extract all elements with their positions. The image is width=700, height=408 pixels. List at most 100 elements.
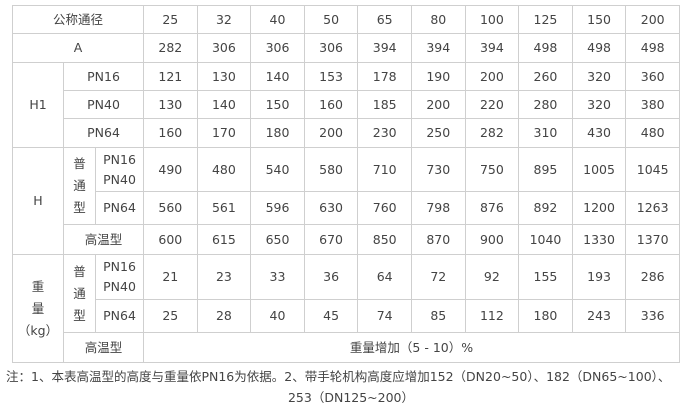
table-cell: 1005 <box>571 147 627 192</box>
row-label: 高温型 <box>62 332 145 363</box>
table-cell: 200 <box>410 90 466 119</box>
row-label: PN16 PN40 <box>94 147 145 192</box>
h1-row: PN64 160 170 180 200 230 250 282 310 430 480 <box>13 118 680 148</box>
label-char: （kg） <box>17 322 59 338</box>
table-cell: 150 <box>250 90 305 119</box>
table-cell: 130 <box>143 90 198 119</box>
table-cell: 850 <box>357 224 412 255</box>
header-row: 公称通径 25 32 40 50 65 80 100 125 150 200 <box>11 5 680 34</box>
table-cell: 1045 <box>625 147 680 192</box>
row-group-label: 重量 （kg） <box>12 254 64 363</box>
table-cell: 121 <box>143 62 198 91</box>
label-char: 型 <box>73 307 86 323</box>
table-cell: 185 <box>357 90 412 119</box>
note-line-2: 253（DN125~200） <box>287 390 415 405</box>
row-label: PN16 <box>62 62 145 91</box>
table-cell: 200 <box>303 118 359 148</box>
table-cell: 200 <box>625 5 680 34</box>
table-cell: 190 <box>410 62 466 91</box>
table-cell: 870 <box>410 224 466 255</box>
table-cell: 1263 <box>625 191 680 225</box>
table-cell: 32 <box>196 5 252 34</box>
table-cell: 730 <box>410 147 466 192</box>
label-char: 型 <box>73 200 86 215</box>
table-cell: 630 <box>303 191 359 225</box>
table-cell: 23 <box>196 254 252 300</box>
table-cell: 21 <box>143 254 198 300</box>
row-label: 高温型 <box>62 224 145 255</box>
table-cell: 615 <box>196 224 252 255</box>
table-cell: 596 <box>250 191 305 225</box>
table-cell: 282 <box>464 118 520 148</box>
table-cell: 65 <box>357 5 412 34</box>
table-cell: 200 <box>464 62 520 91</box>
table-cell: 394 <box>410 33 466 63</box>
spec-table: 公称通径 25 32 40 50 65 80 100 125 150 200 A 282 306 306 30… <box>11 5 680 363</box>
table-cell: 125 <box>518 5 573 34</box>
table-cell: 50 <box>303 5 359 34</box>
table-cell: 650 <box>250 224 305 255</box>
table-cell: 306 <box>196 33 252 63</box>
h1-row: PN40 130 140 150 160 185 200 220 280 320 380 <box>13 90 680 119</box>
table-cell: 498 <box>518 33 573 63</box>
table-cell: 150 <box>571 5 627 34</box>
table-cell: 40 <box>250 5 305 34</box>
label-char: 量 <box>31 300 45 316</box>
table-cell: 74 <box>357 299 412 333</box>
table-cell: 260 <box>518 62 573 91</box>
table-cell: 160 <box>303 90 359 119</box>
table-cell: 180 <box>250 118 305 148</box>
row-group-label: H <box>12 147 64 255</box>
table-cell: 25 <box>143 299 198 333</box>
row-label: A <box>11 33 145 63</box>
table-cell: 670 <box>303 224 359 255</box>
table-cell: 243 <box>571 299 627 333</box>
table-cell: 92 <box>464 254 520 300</box>
table-cell: 130 <box>196 62 252 91</box>
row-label: PN64 <box>62 118 145 148</box>
table-cell: 72 <box>410 254 466 300</box>
h1-row: H1 PN16 121 130 140 153 178 190 200 260 320 360 <box>12 62 680 148</box>
label-line: PN40 <box>103 279 136 294</box>
row-label: PN64 <box>94 191 145 225</box>
table-cell: 360 <box>625 62 680 91</box>
table-cell: 140 <box>250 62 305 91</box>
table-cell: 1370 <box>625 224 680 255</box>
table-cell: 155 <box>518 254 573 300</box>
table-cell: 100 <box>464 5 520 34</box>
table-cell: 336 <box>625 299 680 333</box>
table-cell: 45 <box>303 299 359 333</box>
table-cell: 286 <box>625 254 680 300</box>
table-cell: 153 <box>303 62 359 91</box>
row-a: A 282 306 306 306 394 394 394 498 498 498 <box>11 33 680 63</box>
table-cell: 876 <box>464 191 520 225</box>
table-cell: 560 <box>143 191 198 225</box>
table-cell: 36 <box>303 254 359 300</box>
table-cell: 310 <box>518 118 573 148</box>
table-cell: 306 <box>303 33 359 63</box>
table-cell: 280 <box>518 90 573 119</box>
table-cell: 193 <box>571 254 627 300</box>
weight-row: 重量（kg）普通型 PN16 PN40 21 23 33 36 64 72 92 155 193 286 <box>12 254 680 363</box>
table-cell: 490 <box>143 147 198 192</box>
table-cell: 798 <box>410 191 466 225</box>
table-cell: 710 <box>357 147 412 192</box>
table-cell: 1200 <box>571 191 627 225</box>
table-cell: 160 <box>143 118 198 148</box>
label-char: 普 <box>73 263 86 279</box>
weight-high-temp-row: 高温型 重量增加（5 - 10）% <box>13 332 680 363</box>
table-cell: 80 <box>410 5 466 34</box>
table-cell: 895 <box>518 147 573 192</box>
table-cell: 600 <box>143 224 198 255</box>
label-char: 通 <box>73 285 86 301</box>
table-cell: 180 <box>518 299 573 333</box>
weight-increase-note: 重量增加（5 - 10）% <box>143 332 680 363</box>
table-cell: 33 <box>250 254 305 300</box>
notes: 注：1、本表高温型的高度与重量依PN16为依据。2、带手轮机构高度应增加152（… <box>6 366 696 408</box>
table-cell: 25 <box>143 5 198 34</box>
table-cell: 760 <box>357 191 412 225</box>
table-cell: 900 <box>464 224 520 255</box>
table-cell: 85 <box>410 299 466 333</box>
table-cell: 230 <box>357 118 412 148</box>
label-line: PN16 <box>103 259 136 274</box>
